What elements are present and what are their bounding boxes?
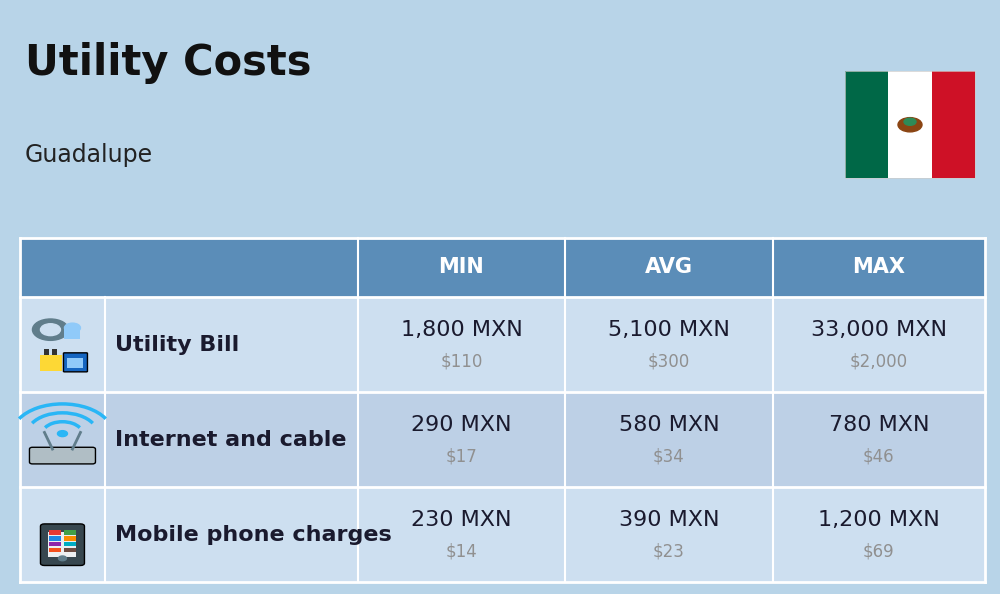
Bar xyxy=(932,71,975,178)
Text: $23: $23 xyxy=(653,542,685,560)
Text: Internet and cable: Internet and cable xyxy=(115,429,346,450)
Circle shape xyxy=(40,324,60,336)
Bar xyxy=(20,487,985,582)
Text: 1,800 MXN: 1,800 MXN xyxy=(401,320,522,340)
Circle shape xyxy=(898,118,922,132)
FancyBboxPatch shape xyxy=(29,447,95,464)
Bar xyxy=(52,349,57,355)
Text: $300: $300 xyxy=(648,352,690,370)
Bar xyxy=(64,542,76,546)
Text: AVG: AVG xyxy=(645,257,693,277)
Bar xyxy=(49,536,61,541)
Bar xyxy=(49,548,61,552)
Circle shape xyxy=(58,556,66,561)
Bar xyxy=(20,392,985,487)
Text: 230 MXN: 230 MXN xyxy=(411,510,512,530)
Bar xyxy=(44,349,49,355)
Text: 1,200 MXN: 1,200 MXN xyxy=(818,510,940,530)
Text: $46: $46 xyxy=(863,447,895,465)
Text: MAX: MAX xyxy=(852,257,905,277)
Bar xyxy=(49,530,61,535)
Text: MIN: MIN xyxy=(439,257,484,277)
Bar xyxy=(49,542,61,546)
Text: $17: $17 xyxy=(446,447,477,465)
Text: $110: $110 xyxy=(440,352,483,370)
Text: $2,000: $2,000 xyxy=(850,352,908,370)
Bar xyxy=(40,355,62,371)
FancyBboxPatch shape xyxy=(63,353,87,372)
Bar xyxy=(48,532,76,557)
Circle shape xyxy=(32,319,68,340)
Text: Utility Costs: Utility Costs xyxy=(25,42,312,84)
FancyBboxPatch shape xyxy=(40,524,84,565)
Text: $14: $14 xyxy=(446,542,477,560)
Circle shape xyxy=(904,118,916,125)
Text: 290 MXN: 290 MXN xyxy=(411,415,512,435)
Text: 5,100 MXN: 5,100 MXN xyxy=(608,320,730,340)
Bar xyxy=(64,329,80,339)
Text: 390 MXN: 390 MXN xyxy=(619,510,719,530)
Text: 780 MXN: 780 MXN xyxy=(829,415,929,435)
Text: Mobile phone charges: Mobile phone charges xyxy=(115,525,392,545)
Bar xyxy=(67,358,83,368)
Bar xyxy=(64,548,76,552)
Circle shape xyxy=(57,431,67,437)
Text: 580 MXN: 580 MXN xyxy=(619,415,719,435)
Text: Guadalupe: Guadalupe xyxy=(25,143,153,166)
Bar xyxy=(845,71,888,178)
Circle shape xyxy=(64,323,80,333)
Text: 33,000 MXN: 33,000 MXN xyxy=(811,320,947,340)
Bar xyxy=(64,530,76,535)
Text: $34: $34 xyxy=(653,447,685,465)
Bar xyxy=(20,238,985,297)
Text: $69: $69 xyxy=(863,542,895,560)
Text: Utility Bill: Utility Bill xyxy=(115,334,239,355)
Bar xyxy=(20,297,985,392)
Bar xyxy=(888,71,932,178)
Bar xyxy=(845,71,975,178)
Bar xyxy=(64,536,76,541)
